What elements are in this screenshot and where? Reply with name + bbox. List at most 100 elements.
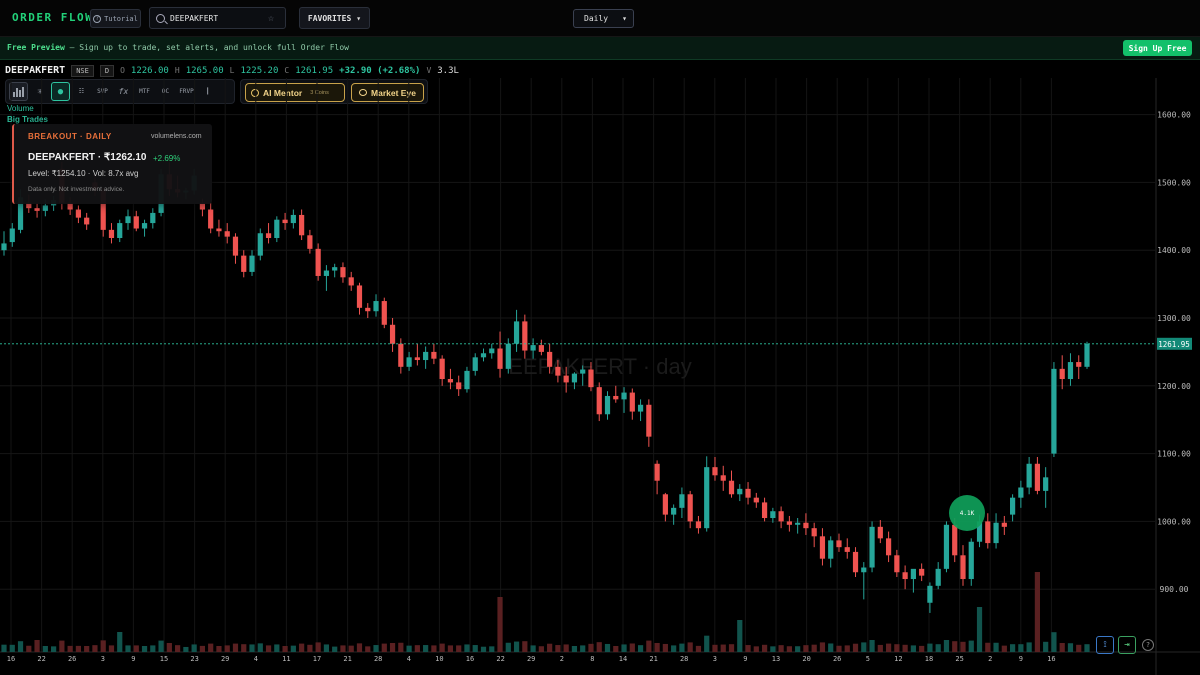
single-candle-button[interactable]: ┃ [198,82,217,101]
volume-bar [778,645,784,652]
interval-select[interactable]: Daily ▾ [573,9,634,28]
fx-button[interactable]: fx [118,87,129,96]
time-axis-label: 14 [619,655,627,663]
volume-bar [555,645,561,652]
help-icon: ? [93,14,102,23]
cursor-tool-button[interactable]: ⟟ [1096,636,1114,654]
bar-chart-button[interactable] [9,82,28,101]
candle-body [389,324,396,344]
volume-bar [257,643,263,652]
candle-body [241,255,247,272]
market-eye-button[interactable]: Market Eye [351,83,424,102]
volume-bar [596,642,602,652]
volume-bar [75,645,82,652]
volume-bar [480,646,487,652]
mtf-button[interactable]: MTF [139,88,150,95]
volume-legend[interactable]: Volume [7,104,34,113]
time-axis-label: 3 [101,655,105,663]
candle-body [778,511,784,522]
candle-body [621,392,627,400]
volume-bar [356,643,363,652]
candle-body [84,217,90,225]
candle-body [654,463,660,481]
sign-up-button[interactable]: Sign Up Free [1123,40,1192,56]
volume-bar [935,644,941,652]
volume-bar [447,645,454,652]
symbol-name: DEEPAKFERT [5,65,66,76]
breakout-alert-card[interactable]: BREAKOUT · DAILY volumelens.com DEEPAKFE… [12,124,212,204]
tutorial-label: Tutorial [104,14,138,23]
time-axis-label: 21 [649,655,657,663]
volume-bar [894,644,900,652]
volume-bar [1,644,7,652]
volume-bar [960,641,966,652]
time-axis-label: 16 [1047,655,1055,663]
volume-bar [398,642,404,652]
low-label: L [229,66,235,75]
volume-bar [84,646,90,652]
candle-body [547,351,553,367]
price-chart[interactable]: 1600.00 1500.00 1400.00 1300.00 1200.00 1100.… [0,60,1200,675]
footprint-button[interactable]: ☷ [72,82,91,101]
volume-bar [604,643,611,652]
candle-body [447,379,454,383]
volume-bar [1018,644,1024,652]
big-trades-legend[interactable]: Big Trades [7,115,48,124]
candle-body [100,190,106,230]
candle-body [761,502,768,519]
time-axis-label: 18 [925,655,933,663]
candle-body [398,343,404,367]
candle-body [538,345,544,352]
help-button[interactable]: ? [1142,639,1154,651]
bubbles-button[interactable]: ● [51,82,70,101]
candle-body [993,522,999,544]
volume-bar [828,643,834,652]
candle-body [216,228,222,232]
candle-body [431,351,437,359]
volume-bar [431,645,437,652]
high-value: 1265.00 [185,65,224,76]
time-axis-label: 29 [527,655,535,663]
time-axis-label: 9 [131,655,135,663]
jump-to-latest-button[interactable]: ⇥ [1118,636,1136,654]
time-axis-label: 9 [743,655,747,663]
footprint-icon: ☷ [78,88,85,95]
candle-body [299,214,305,236]
candle-body [1009,497,1016,515]
volume-bar [472,645,478,652]
favorites-button[interactable]: FAVORITES ▾ [299,7,370,29]
candles-button[interactable]: ⫶⫵ [30,82,49,101]
time-axis-label: 5 [866,655,870,663]
jump-right-icon: ⇥ [1124,640,1130,650]
star-icon[interactable]: ☆ [268,12,275,24]
symbol-search[interactable]: ☆ [149,7,286,29]
candle-body [927,585,933,603]
volume-bar [976,607,983,652]
candle-body [662,494,668,515]
candle-body [224,231,230,237]
tutorial-button[interactable]: ? Tutorial [90,9,141,28]
search-input[interactable] [170,13,268,23]
time-axis-label: 9 [1019,655,1023,663]
search-icon [156,13,165,23]
close-label: C [284,66,290,75]
time-axis-label: 22 [37,655,45,663]
frvp-button[interactable]: FRVP [179,88,194,95]
volume-bar [117,632,123,652]
oc-button[interactable]: OC [161,88,170,95]
volume-bar [423,645,429,652]
candle-body [257,233,263,256]
volume-bar [232,643,239,652]
candle-body [828,540,834,559]
price-axis-label: 1200.00 [1157,382,1191,391]
volume-bar [621,644,627,652]
ai-mentor-button[interactable]: AI Mentor 3 Coins [245,83,345,102]
volume-bar [819,642,826,652]
app-logo[interactable]: ORDER FLOW [12,11,94,24]
time-axis-label: 26 [833,655,841,663]
volume-bar [299,643,305,652]
volume-bar [439,643,445,652]
bar-chart-icon [13,86,24,97]
candle-body [67,202,73,210]
volume-bar [985,642,991,652]
